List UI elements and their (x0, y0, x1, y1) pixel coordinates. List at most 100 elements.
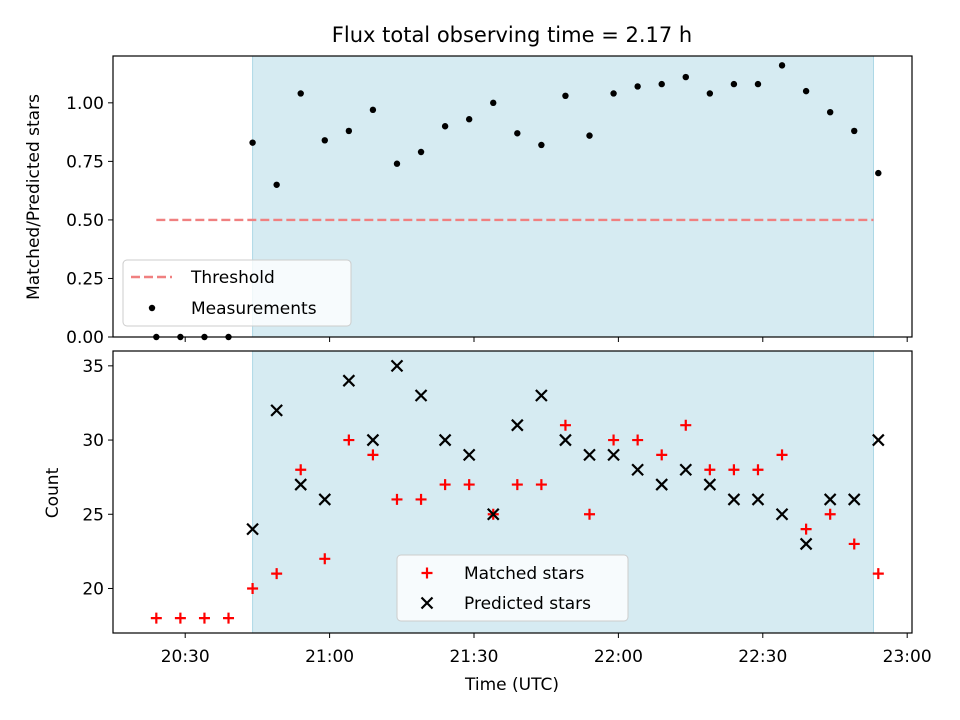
predicted-star-marker (847, 493, 861, 506)
bottom-legend-box (396, 554, 629, 622)
chart-title: Flux total observing time = 2.17 h (332, 23, 692, 47)
predicted-star-marker (462, 448, 476, 462)
x-tick-label: 21:00 (305, 647, 354, 667)
predicted-star-marker (631, 463, 644, 477)
legend-matched-label: Matched stars (464, 564, 584, 584)
predicted-star-marker (751, 493, 765, 506)
measurement-point (514, 130, 521, 137)
top-panel: 0.00 0.25 0.50 0.75 1.00 Threshold Measurement… (66, 55, 913, 348)
predicted-star-marker (535, 389, 548, 402)
matched-star-marker (511, 479, 523, 491)
legend-matched-swatch (421, 567, 433, 579)
y-tick-label: 25 (82, 505, 104, 525)
matched-star-marker (848, 538, 860, 550)
predicted-star-marker (438, 433, 452, 447)
top-legend: Threshold Measurements (122, 259, 352, 327)
matched-star-marker (367, 449, 379, 461)
predicted-star-marker (390, 359, 404, 373)
measurement-point (441, 123, 449, 130)
top-ylabel: Matched/Predicted stars (24, 94, 44, 300)
measurement-point (754, 80, 762, 88)
matched-star-marker (872, 568, 884, 580)
matched-star-marker (343, 434, 355, 446)
predicted-star-marker (823, 493, 837, 506)
matched-star-marker (247, 582, 259, 594)
predicted-star-marker (294, 478, 307, 491)
x-tick-label: 21:30 (449, 647, 498, 667)
matched-star-marker (295, 464, 307, 476)
measurement-point (297, 90, 304, 97)
matched-star-marker (824, 508, 836, 520)
legend-measurement-label: Measurements (191, 299, 317, 319)
legend-threshold-label: Threshold (190, 268, 275, 288)
bottom-legend: Matched stars Predicted stars (396, 554, 629, 622)
predicted-star-marker (655, 478, 668, 491)
predicted-star-marker (679, 463, 693, 477)
measurement-point (610, 90, 617, 97)
y-tick-label: 35 (82, 357, 104, 377)
measurement-point (706, 90, 714, 97)
predicted-star-marker (246, 522, 259, 536)
predicted-star-marker (486, 507, 500, 521)
predicted-star-marker (583, 448, 596, 462)
x-tick-label: 20:30 (161, 647, 210, 667)
predicted-star-marker (366, 433, 380, 447)
measurement-point (345, 127, 353, 135)
x-axis-label: Time (UTC) (464, 675, 559, 695)
measurement-point (393, 160, 401, 167)
matched-star-marker (439, 479, 451, 491)
measurement-point (658, 80, 665, 88)
bottom-axes-frame (112, 350, 913, 634)
matched-star-marker (271, 568, 283, 580)
matched-star-marker (319, 553, 331, 565)
observing-window-shade (252, 55, 874, 338)
y-tick-label: 0.75 (66, 152, 104, 172)
measurement-point (321, 137, 328, 144)
y-tick-label: 0.00 (66, 328, 104, 348)
predicted-star-marker (559, 433, 572, 447)
measurement-point (851, 127, 858, 135)
measurement-point (682, 73, 689, 81)
predicted-star-marker (703, 478, 717, 491)
predicted-star-marker (799, 537, 813, 551)
bottom-ylabel: Count (43, 467, 63, 518)
measurement-point (417, 148, 425, 156)
measurement-point (875, 169, 882, 177)
matched-star-marker (704, 464, 716, 476)
matched-star-marker (198, 612, 210, 624)
matched-star-marker (584, 508, 596, 520)
y-tick-label: 1.00 (66, 94, 104, 114)
matched-star-marker (391, 493, 403, 505)
measurement-point (369, 106, 377, 114)
measurement-point (634, 83, 641, 90)
y-tick-label: 0.25 (66, 269, 104, 289)
matched-star-marker (632, 434, 644, 446)
predicted-star-marker (872, 433, 885, 447)
measurement-point (273, 181, 280, 188)
matched-star-marker (223, 612, 235, 624)
x-tick-label: 22:30 (738, 647, 787, 667)
matched-star-marker (800, 523, 812, 535)
top-axes-frame (112, 55, 913, 338)
matched-star-marker (776, 449, 788, 461)
matched-star-marker (728, 464, 740, 476)
matched-star-marker (752, 464, 764, 476)
y-tick-label: 0.50 (66, 211, 104, 231)
measurement-point (538, 141, 545, 149)
matched-star-marker (150, 612, 162, 624)
top-legend-box (122, 259, 352, 327)
legend-predicted-swatch (420, 596, 434, 610)
measurement-point (802, 87, 810, 95)
predicted-star-marker (727, 493, 741, 506)
bottom-panel: 20 25 30 35 20:30 21:00 21:30 22:00 22:30 23:00 Ma… (82, 350, 932, 667)
measurement-point (465, 116, 473, 123)
legend-measurement-swatch (148, 304, 156, 312)
predicted-star-marker (270, 404, 283, 417)
predicted-star-marker (414, 389, 428, 402)
matched-star-marker (680, 419, 692, 431)
measurement-point (249, 139, 256, 146)
x-tick-label: 23:00 (883, 647, 932, 667)
measurement-point (586, 132, 593, 139)
measurement-point (778, 62, 786, 69)
